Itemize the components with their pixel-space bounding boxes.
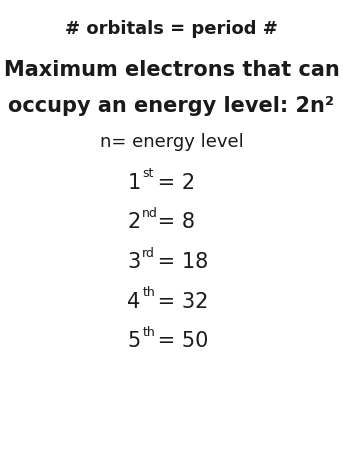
Text: st: st [142,167,154,180]
Text: = 32: = 32 [151,292,208,312]
Text: n= energy level: n= energy level [99,133,244,151]
Text: Maximum electrons that can: Maximum electrons that can [4,60,339,80]
Text: 4: 4 [127,292,141,312]
Text: = 50: = 50 [151,331,208,351]
Text: occupy an energy level: 2n²: occupy an energy level: 2n² [9,96,334,116]
Text: nd: nd [142,207,158,220]
Text: 5: 5 [127,331,141,351]
Text: th: th [142,326,155,339]
Text: # orbitals = period #: # orbitals = period # [65,20,278,38]
Text: 1: 1 [127,173,141,193]
Text: 3: 3 [127,252,141,272]
Text: th: th [142,286,155,299]
Text: rd: rd [142,247,155,259]
Text: = 8: = 8 [151,212,195,232]
Text: = 18: = 18 [151,252,208,272]
Text: = 2: = 2 [151,173,195,193]
Text: 2: 2 [127,212,141,232]
